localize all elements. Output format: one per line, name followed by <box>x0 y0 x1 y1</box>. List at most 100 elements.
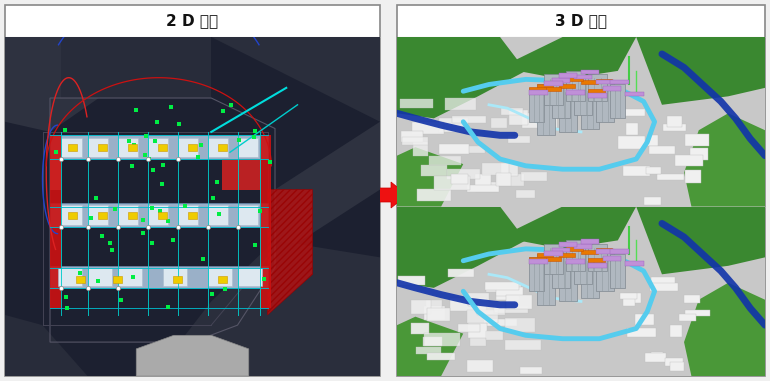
Point <box>206 291 218 297</box>
Bar <box>148 138 168 157</box>
Point <box>253 208 266 214</box>
Point <box>109 206 121 212</box>
Bar <box>544 74 563 105</box>
Polygon shape <box>275 122 380 257</box>
Point <box>249 242 261 248</box>
Bar <box>581 85 599 128</box>
Polygon shape <box>397 37 526 118</box>
Bar <box>482 163 508 175</box>
Bar <box>68 144 77 151</box>
Bar <box>50 159 62 190</box>
Point <box>146 205 158 211</box>
Point <box>139 152 151 158</box>
Bar <box>624 109 644 116</box>
Bar <box>498 174 524 186</box>
Point <box>194 142 206 148</box>
Point <box>162 304 174 310</box>
Bar <box>218 144 227 151</box>
Bar <box>685 134 709 146</box>
Bar <box>650 283 678 290</box>
Point <box>115 296 127 303</box>
Bar <box>260 135 271 227</box>
Bar <box>487 284 521 292</box>
Bar <box>410 300 430 314</box>
Bar <box>644 353 666 362</box>
Bar <box>506 295 532 309</box>
Bar <box>458 324 480 332</box>
Bar <box>88 138 108 157</box>
Bar <box>434 176 470 190</box>
Point <box>128 142 140 148</box>
Bar <box>467 323 487 338</box>
Bar <box>566 71 584 101</box>
Bar <box>448 269 474 277</box>
Bar <box>530 87 546 91</box>
Bar <box>551 251 570 288</box>
Bar <box>452 117 486 123</box>
Bar <box>588 93 607 98</box>
Bar <box>118 138 138 157</box>
Bar <box>596 81 614 122</box>
Bar <box>497 173 511 186</box>
Bar <box>603 86 621 91</box>
Bar <box>128 211 137 219</box>
Bar <box>207 138 228 157</box>
Bar <box>68 211 77 219</box>
Bar <box>559 85 578 132</box>
Bar <box>207 205 228 225</box>
Bar <box>509 110 528 125</box>
Bar <box>468 293 489 306</box>
Bar <box>551 248 570 252</box>
Point <box>210 179 223 185</box>
Bar <box>424 306 445 320</box>
Bar <box>635 314 654 325</box>
Point <box>217 108 229 114</box>
Bar <box>588 258 605 263</box>
Bar <box>623 166 650 176</box>
Point <box>156 181 169 187</box>
Point <box>154 208 166 215</box>
Bar <box>551 78 570 83</box>
Point <box>127 274 139 280</box>
Bar <box>581 254 599 298</box>
Bar <box>625 91 644 96</box>
Bar <box>477 302 505 315</box>
Bar <box>588 74 607 101</box>
Point <box>156 162 169 168</box>
Bar <box>530 90 548 94</box>
Bar <box>581 239 599 244</box>
Point <box>129 107 142 113</box>
Bar <box>450 298 486 311</box>
Bar <box>626 123 638 135</box>
Bar <box>566 240 584 271</box>
Point <box>179 203 191 209</box>
Bar <box>450 174 468 184</box>
Bar <box>447 169 480 179</box>
Bar <box>651 277 675 285</box>
Bar <box>476 182 497 192</box>
Polygon shape <box>136 335 249 376</box>
Polygon shape <box>636 207 765 274</box>
Bar <box>173 276 182 283</box>
Bar <box>566 90 584 94</box>
Bar <box>588 263 607 267</box>
Bar <box>685 310 711 316</box>
Bar <box>559 73 578 78</box>
Bar <box>574 247 592 285</box>
Bar <box>544 251 563 256</box>
Bar <box>475 174 491 189</box>
Bar <box>581 80 598 85</box>
Point <box>192 154 204 160</box>
Bar <box>574 75 592 79</box>
Bar <box>113 276 122 283</box>
Bar <box>429 156 460 165</box>
Bar <box>501 108 523 115</box>
Bar <box>494 306 528 314</box>
Bar <box>684 295 699 303</box>
Bar <box>237 205 258 225</box>
Bar <box>623 297 635 306</box>
Polygon shape <box>500 37 636 79</box>
Bar <box>128 144 137 151</box>
Bar <box>424 333 460 346</box>
Point <box>137 217 149 223</box>
